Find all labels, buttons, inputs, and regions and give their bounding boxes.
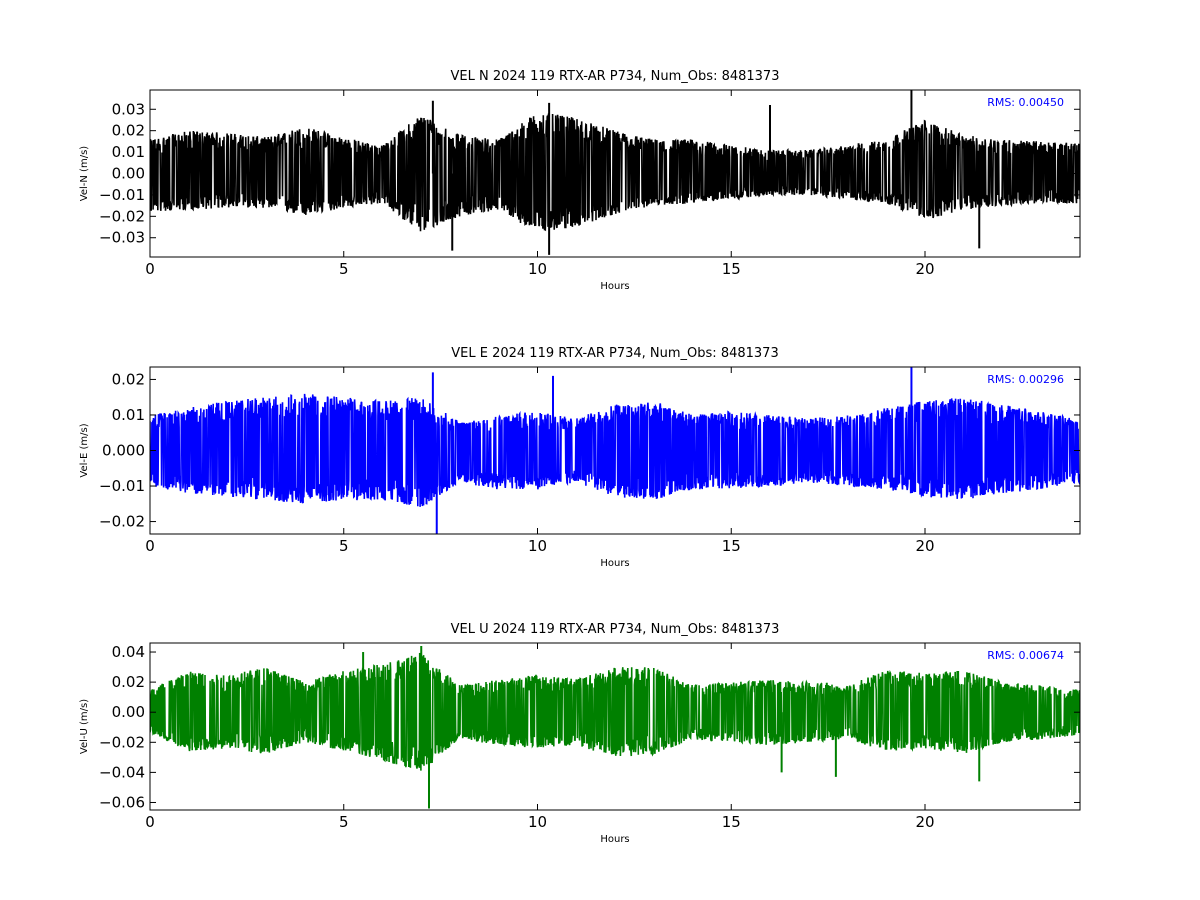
- x-tick-label: 5: [339, 813, 349, 831]
- y-axis-label: Vel-U (m/s): [79, 699, 90, 754]
- series-trace: [150, 652, 1080, 771]
- series-trace: [150, 113, 1080, 232]
- y-tick-label: 0.000: [102, 442, 145, 460]
- y-tick-label: 0.01: [112, 406, 145, 424]
- x-tick-label: 10: [528, 260, 547, 278]
- chart-title: VEL N 2024 119 RTX-AR P734, Num_Obs: 848…: [451, 69, 780, 84]
- x-axis-label: Hours: [600, 834, 629, 845]
- y-tick-label: 0.02: [112, 370, 145, 388]
- chart-panel-2: VEL U 2024 119 RTX-AR P734, Num_Obs: 848…: [79, 622, 1081, 845]
- rms-annotation: RMS: 0.00296: [987, 373, 1064, 386]
- x-tick-label: 10: [528, 813, 547, 831]
- x-tick-label: 20: [915, 260, 934, 278]
- chart-panel-1: VEL E 2024 119 RTX-AR P734, Num_Obs: 848…: [79, 346, 1081, 569]
- y-tick-label: −0.01: [99, 477, 145, 495]
- y-tick-label: −0.02: [99, 513, 145, 531]
- rms-annotation: RMS: 0.00674: [987, 649, 1064, 662]
- x-axis-label: Hours: [600, 558, 629, 569]
- rms-annotation: RMS: 0.00450: [987, 96, 1064, 109]
- chart-title: VEL U 2024 119 RTX-AR P734, Num_Obs: 848…: [451, 622, 780, 637]
- x-tick-label: 0: [145, 537, 155, 555]
- series-trace: [150, 393, 1080, 507]
- x-tick-label: 15: [722, 260, 741, 278]
- x-tick-label: 5: [339, 537, 349, 555]
- y-axis-label: Vel-E (m/s): [79, 423, 90, 477]
- y-tick-label: −0.06: [99, 793, 145, 811]
- x-tick-label: 20: [915, 813, 934, 831]
- y-tick-label: −0.02: [99, 733, 145, 751]
- y-tick-label: 0.04: [112, 643, 145, 661]
- x-tick-label: 0: [145, 813, 155, 831]
- y-tick-label: −0.01: [99, 186, 145, 204]
- y-tick-label: 0.02: [112, 122, 145, 140]
- y-tick-label: 0.02: [112, 673, 145, 691]
- x-tick-label: 10: [528, 537, 547, 555]
- y-tick-label: −0.04: [99, 763, 145, 781]
- y-tick-label: 0.00: [112, 165, 145, 183]
- x-tick-label: 0: [145, 260, 155, 278]
- x-tick-label: 15: [722, 813, 741, 831]
- x-tick-label: 15: [722, 537, 741, 555]
- x-tick-label: 5: [339, 260, 349, 278]
- y-tick-label: 0.01: [112, 143, 145, 161]
- x-tick-label: 20: [915, 537, 934, 555]
- chart-panel-0: VEL N 2024 119 RTX-AR P734, Num_Obs: 848…: [79, 69, 1081, 292]
- y-tick-label: −0.02: [99, 207, 145, 225]
- y-tick-label: 0.03: [112, 100, 145, 118]
- y-tick-label: 0.00: [112, 703, 145, 721]
- chart-title: VEL E 2024 119 RTX-AR P734, Num_Obs: 848…: [451, 346, 778, 361]
- y-tick-label: −0.03: [99, 229, 145, 247]
- plot-frame: [149, 642, 1081, 811]
- x-axis-label: Hours: [600, 281, 629, 292]
- y-axis-label: Vel-N (m/s): [79, 146, 90, 201]
